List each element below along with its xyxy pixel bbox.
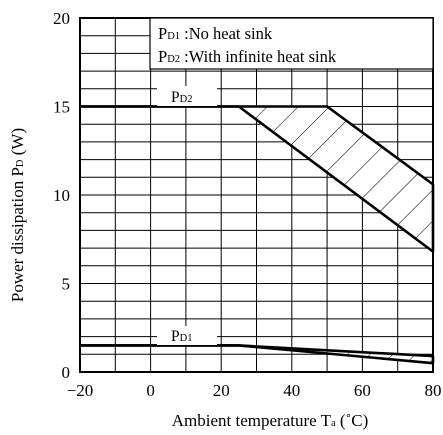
y-tick-label: 15: [53, 98, 70, 117]
x-tick-label: 80: [425, 381, 442, 400]
curve-d2-lower: [80, 105, 434, 253]
y-tick-label: 20: [53, 9, 70, 28]
svg-text:PD1: PD1: [171, 328, 192, 345]
hatched-bands: [238, 106, 433, 364]
x-tick-label: 20: [213, 381, 230, 400]
curve-label-pd2: PD2: [157, 86, 217, 106]
curve-label-pd1: PD1: [157, 326, 217, 345]
curves: [80, 105, 435, 365]
legend-entry-pd2: PD2 :With infinite heat sink: [158, 47, 337, 66]
y-axis-title: Power dissipation PD (W): [8, 128, 27, 302]
y-tick-label: 0: [62, 363, 71, 382]
legend: PD1 :No heat sink PD2 :With infinite hea…: [149, 17, 434, 70]
x-axis-title: Ambient temperature Ta (˚C): [172, 411, 369, 430]
x-tick-label: 40: [283, 381, 300, 400]
y-tick-label: 10: [53, 186, 70, 205]
curve-d1-lower: [80, 344, 434, 365]
svg-text:PD2: PD2: [171, 89, 192, 106]
legend-entry-pd1: PD1 :No heat sink: [158, 24, 273, 43]
x-tick-label: 60: [354, 381, 371, 400]
legend-box: [149, 17, 434, 70]
x-tick-label: 0: [146, 381, 155, 400]
y-tick-label: 5: [62, 275, 71, 294]
x-tick-label: −20: [67, 381, 94, 400]
